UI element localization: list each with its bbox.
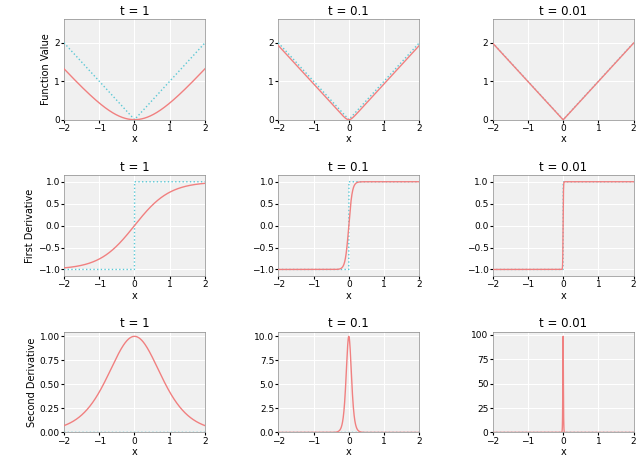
X-axis label: x: x: [560, 290, 566, 301]
Y-axis label: Second Derivative: Second Derivative: [27, 337, 37, 427]
Title: t = 0.01: t = 0.01: [539, 161, 587, 174]
Y-axis label: First Derivative: First Derivative: [25, 188, 35, 263]
Title: t = 1: t = 1: [120, 161, 149, 174]
X-axis label: x: x: [132, 447, 138, 457]
Title: t = 0.1: t = 0.1: [328, 317, 369, 330]
Title: t = 0.01: t = 0.01: [539, 317, 587, 330]
Y-axis label: Function Value: Function Value: [42, 33, 51, 105]
Title: t = 0.01: t = 0.01: [539, 5, 587, 18]
X-axis label: x: x: [560, 447, 566, 457]
X-axis label: x: x: [132, 134, 138, 144]
X-axis label: x: x: [132, 290, 138, 301]
Title: t = 0.1: t = 0.1: [328, 161, 369, 174]
X-axis label: x: x: [560, 134, 566, 144]
Title: t = 1: t = 1: [120, 317, 149, 330]
X-axis label: x: x: [346, 447, 351, 457]
X-axis label: x: x: [346, 290, 351, 301]
Title: t = 0.1: t = 0.1: [328, 5, 369, 18]
Title: t = 1: t = 1: [120, 5, 149, 18]
X-axis label: x: x: [346, 134, 351, 144]
